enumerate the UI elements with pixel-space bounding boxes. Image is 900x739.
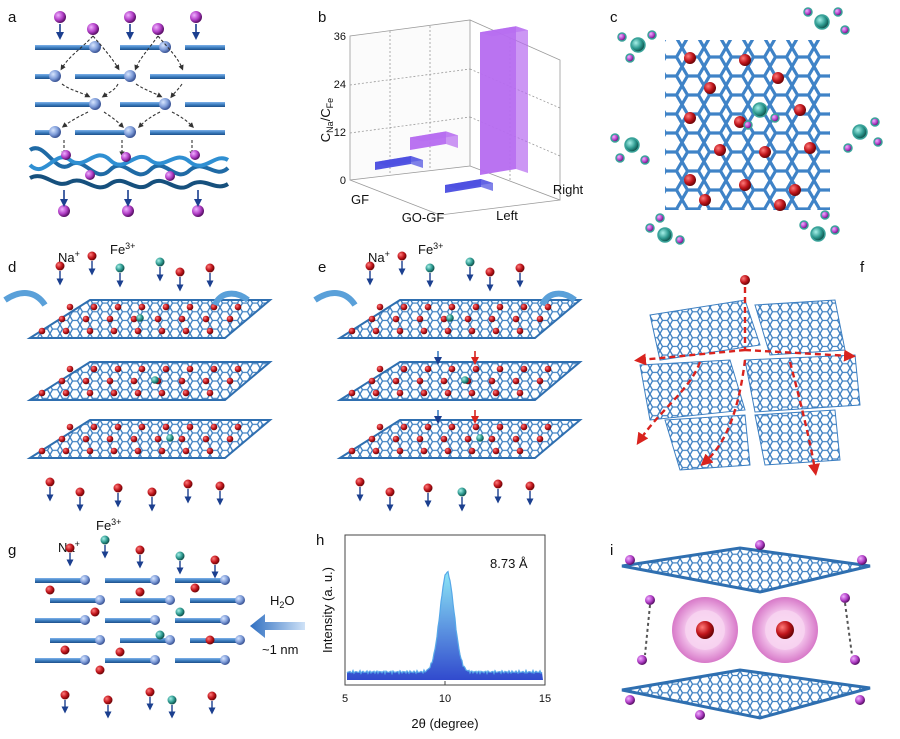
chart-h-xtick: 5 (342, 693, 348, 705)
purple-ions-membrane (61, 150, 200, 181)
chart-b-zcat-left: Left (496, 208, 518, 223)
spacing-label: ~1 nm (262, 642, 299, 657)
chart-b-ytick: 36 (334, 31, 346, 43)
chart-b-zcat-right: Right (553, 182, 584, 197)
top-sheet (621, 546, 871, 594)
chart-h-xlabel: 2θ (degree) (411, 716, 478, 731)
ion-label-fe-g: Fe3+ (96, 517, 121, 533)
water-arrow (250, 614, 305, 638)
chart-h-line (346, 570, 543, 676)
chart-b-xcat-gf: GF (351, 192, 369, 207)
panel-label-h: h (316, 532, 324, 549)
rotate-arrow-left (3, 290, 48, 307)
chart-b-ytick: 0 (340, 175, 346, 187)
hydrated-ions (672, 597, 818, 663)
ion-label-na: Na+ (58, 249, 80, 265)
side-groups (625, 540, 867, 720)
rod-lattice (35, 535, 245, 719)
chart-b-bar (480, 26, 528, 176)
sheet-stack-e (336, 251, 583, 512)
chart-b-bar (410, 131, 458, 150)
chart-b-bars (375, 26, 528, 193)
chart-h-annotation: 8.73 Å (490, 556, 528, 571)
panel-e: e Na+ Fe3+ (313, 241, 583, 512)
chart-b-ytick: 12 (334, 127, 346, 139)
rotate-arrow-right-e (539, 290, 577, 307)
panel-label-a: a (8, 9, 17, 26)
ion-label-fe-e: Fe3+ (418, 241, 443, 257)
embedded-na-ions (684, 52, 816, 211)
chart-b-ylabel: CNa/CFe (318, 98, 335, 142)
panel-label-f: f (860, 259, 865, 276)
rotate-arrow-left-e (313, 290, 358, 307)
purple-ions-top (54, 11, 202, 40)
chart-b-bar (375, 156, 423, 170)
chart-h-area (347, 571, 543, 680)
chart-b-ytick: 24 (334, 79, 346, 91)
diffusion-paths (634, 287, 856, 476)
chart-b-yticks: 0 12 24 36 (334, 31, 346, 187)
panel-i: i (610, 540, 871, 720)
graphene-flakes (639, 299, 861, 471)
sheet-stack-d (26, 251, 273, 512)
chart-h-xtick: 10 (439, 693, 451, 705)
ion-label-fe: Fe3+ (110, 241, 135, 257)
functional-groups (610, 7, 883, 245)
rotate-arrow-right (212, 290, 250, 307)
ion-label-na-e: Na+ (368, 249, 390, 265)
chart-b-bar (445, 179, 493, 193)
panel-label-g: g (8, 542, 16, 559)
panel-label-d: d (8, 259, 16, 276)
chart-h-ylabel: Intensity (a. u.) (320, 567, 335, 653)
chart-h-xtick: 15 (539, 693, 551, 705)
panel-label-c: c (610, 9, 618, 26)
chart-h-plot (346, 570, 543, 680)
panel-a: a (8, 9, 230, 217)
panel-b: b 0 12 24 36 CNa/CFe GF GO-GF Left Right (318, 9, 584, 225)
na-ion-f (740, 275, 750, 285)
panel-label-i: i (610, 542, 613, 559)
panel-d: d Na+ Fe3+ (3, 241, 273, 512)
chart-h-xticks: 5 10 15 (342, 681, 551, 705)
panel-c: c (610, 7, 883, 245)
bottom-sheet (621, 668, 871, 720)
panel-h: h 5 10 15 2θ (degree) Intensity (a. u.) 8.… (316, 532, 551, 731)
rod-layers (35, 41, 225, 138)
dashed-paths (60, 35, 195, 157)
purple-ions-bottom (58, 190, 204, 217)
water-label: H2O (270, 593, 295, 610)
panel-label-b: b (318, 9, 326, 26)
panel-g: g Na+ Fe3+ H2O ~1 nm (8, 517, 305, 719)
chart-b-xcat-gogf: GO-GF (402, 210, 445, 225)
panel-f: f (634, 259, 865, 476)
panel-label-e: e (318, 259, 326, 276)
